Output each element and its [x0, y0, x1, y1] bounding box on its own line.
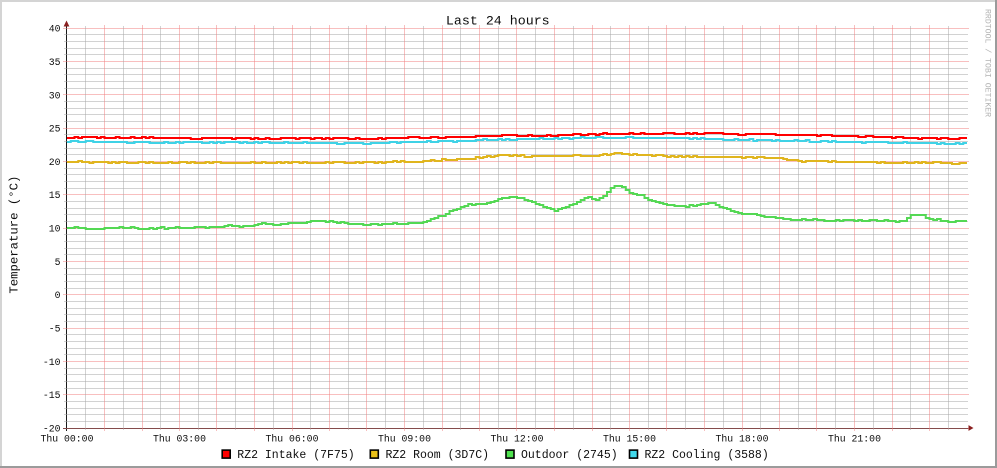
svg-text:Thu 12:00: Thu 12:00 [491, 433, 544, 444]
svg-text:Thu 03:00: Thu 03:00 [153, 433, 206, 444]
svg-text:20: 20 [49, 157, 61, 168]
svg-text:Temperature (°C): Temperature (°C) [8, 176, 22, 294]
svg-text:5: 5 [55, 257, 61, 268]
svg-text:-10: -10 [43, 357, 61, 368]
svg-text:Thu 21:00: Thu 21:00 [828, 433, 881, 444]
svg-text:Thu 15:00: Thu 15:00 [603, 433, 656, 444]
svg-text:25: 25 [49, 124, 61, 135]
svg-text:-20: -20 [43, 423, 61, 434]
svg-text:15: 15 [49, 190, 61, 201]
svg-text:Thu 18:00: Thu 18:00 [716, 433, 769, 444]
svg-text:35: 35 [49, 57, 61, 68]
svg-text:0: 0 [55, 290, 61, 301]
svg-text:RRDTOOL / TOBI OETIKER: RRDTOOL / TOBI OETIKER [983, 9, 993, 117]
svg-text:Outdoor (2745): Outdoor (2745) [521, 449, 618, 462]
svg-text:30: 30 [49, 90, 61, 101]
svg-text:10: 10 [49, 224, 61, 235]
svg-text:RZ2 Intake (7F75): RZ2 Intake (7F75) [237, 449, 354, 462]
svg-text:-15: -15 [43, 390, 61, 401]
svg-text:RZ2 Room (3D7C): RZ2 Room (3D7C) [386, 449, 490, 462]
svg-text:RZ2 Cooling (3588): RZ2 Cooling (3588) [645, 449, 769, 462]
svg-text:Thu 00:00: Thu 00:00 [41, 433, 94, 444]
svg-text:Thu 09:00: Thu 09:00 [378, 433, 431, 444]
svg-text:Thu 06:00: Thu 06:00 [266, 433, 319, 444]
svg-text:-5: -5 [49, 324, 61, 335]
svg-text:Last 24 hours: Last 24 hours [446, 14, 550, 29]
svg-text:40: 40 [49, 24, 61, 35]
